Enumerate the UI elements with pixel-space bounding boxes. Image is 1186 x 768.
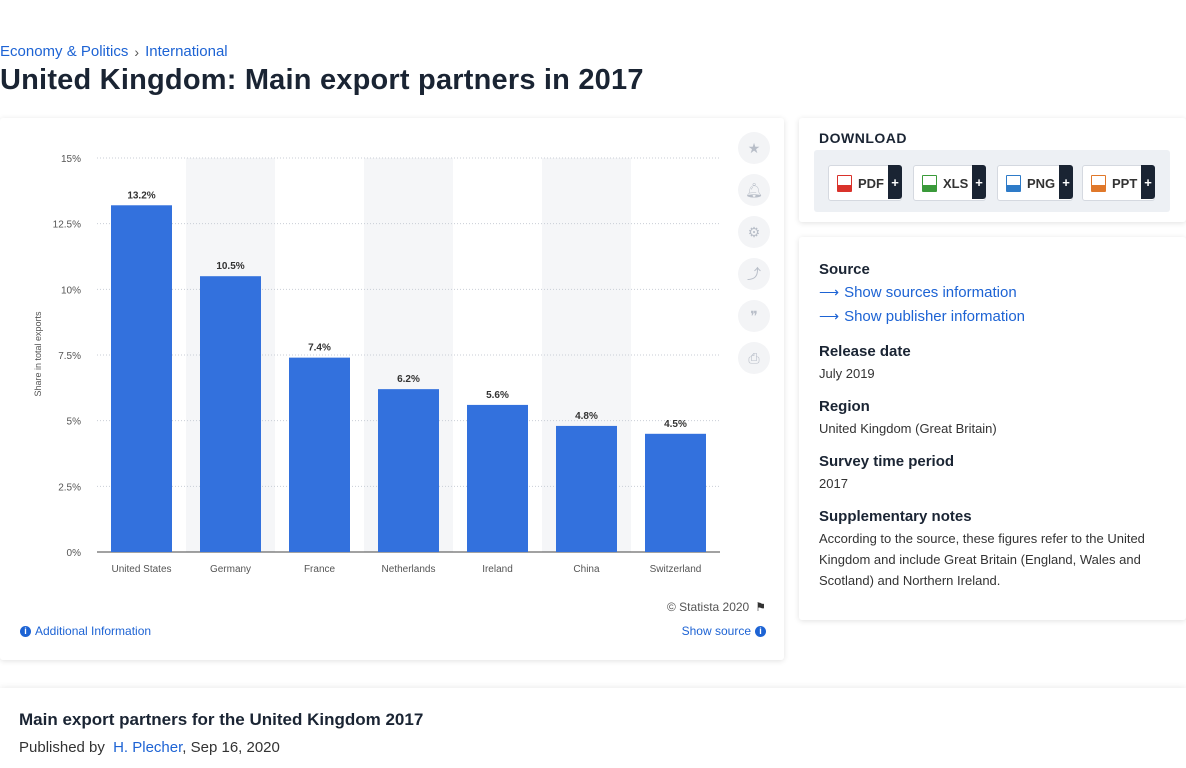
- download-title: DOWNLOAD: [819, 130, 907, 146]
- data-label: 4.8%: [575, 411, 598, 422]
- quote-icon[interactable]: ❞: [738, 300, 770, 332]
- bar: [645, 433, 706, 552]
- publish-date: , Sep 16, 2020: [182, 739, 280, 756]
- supplementary-notes-heading: Supplementary notes: [819, 508, 972, 525]
- copyright-notice: © Statista 2020 ⚑: [667, 600, 766, 614]
- breadcrumb-economy-link[interactable]: Economy & Politics: [0, 43, 129, 60]
- chart-card: 0% 2.5% 5% 7.5% 10% 12.5% 15% 13.2% United State…: [0, 118, 784, 660]
- x-tick-label: Ireland: [482, 564, 513, 575]
- bar: [200, 276, 261, 552]
- data-label: 6.2%: [397, 374, 420, 385]
- y-tick-label: 12.5%: [53, 220, 81, 231]
- print-icon[interactable]: ⎙: [738, 342, 770, 374]
- y-tick-label: 2.5%: [58, 482, 81, 493]
- article-section: Main export partners for the United King…: [0, 688, 1186, 768]
- metadata-panel: Source ⟶ Show sources information ⟶ Show…: [799, 237, 1186, 620]
- download-buttons-row: PDF + XLS + PNG + PPT +: [814, 150, 1170, 212]
- release-date-value: July 2019: [819, 366, 875, 381]
- byline: Published by H. Plecher, Sep 16, 2020: [19, 739, 280, 756]
- share-icon[interactable]: ⤴: [738, 258, 770, 290]
- additional-information-label: Additional Information: [35, 624, 152, 638]
- download-pdf-button[interactable]: PDF +: [828, 165, 902, 201]
- show-sources-label: Show sources information: [844, 284, 1017, 301]
- bar-chart: 0% 2.5% 5% 7.5% 10% 12.5% 15% 13.2% United State…: [33, 154, 720, 575]
- pdf-label: PDF: [858, 175, 884, 191]
- x-tick-label: Netherlands: [382, 564, 436, 575]
- region-heading: Region: [819, 398, 870, 415]
- info-icon: i: [20, 625, 31, 637]
- survey-period-value: 2017: [819, 476, 848, 491]
- y-axis-label: Share in total exports: [33, 311, 43, 397]
- show-sources-link[interactable]: ⟶ Show sources information: [819, 284, 1017, 301]
- y-tick-label: 10%: [61, 285, 81, 296]
- article-heading: Main export partners for the United King…: [19, 710, 424, 729]
- download-png-button[interactable]: PNG +: [997, 165, 1073, 201]
- arrow-right-icon: ⟶: [819, 284, 840, 300]
- show-source-label: Show source: [681, 624, 751, 638]
- breadcrumb-separator: ›: [134, 43, 140, 60]
- additional-information-link[interactable]: i Additional Information: [20, 624, 151, 638]
- show-publisher-link[interactable]: ⟶ Show publisher information: [819, 308, 1025, 325]
- y-tick-label: 5%: [67, 417, 82, 428]
- page-title: United Kingdom: Main export partners in …: [0, 64, 644, 96]
- data-label: 4.5%: [664, 419, 687, 430]
- release-date-heading: Release date: [819, 343, 911, 360]
- data-label: 10.5%: [216, 261, 244, 272]
- show-source-link[interactable]: Show source i: [682, 624, 766, 638]
- source-heading: Source: [819, 261, 870, 278]
- flag-icon[interactable]: ⚑: [755, 600, 766, 614]
- data-label: 7.4%: [308, 343, 331, 354]
- show-publisher-label: Show publisher information: [844, 308, 1026, 325]
- author-link[interactable]: H. Plecher: [113, 739, 183, 756]
- x-tick-label: Germany: [210, 564, 251, 575]
- bar: [289, 357, 350, 552]
- data-label: 5.6%: [486, 390, 509, 401]
- ppt-file-icon: [1091, 174, 1106, 192]
- published-by-label: Published by: [19, 739, 105, 756]
- info-icon: i: [755, 625, 766, 637]
- y-tick-label: 7.5%: [58, 351, 81, 362]
- x-tick-label: United States: [111, 564, 171, 575]
- bar: [467, 404, 528, 552]
- copyright-text: © Statista 2020: [667, 600, 750, 614]
- ppt-plus-icon: +: [1141, 165, 1155, 199]
- xls-plus-icon: +: [972, 165, 986, 199]
- bell-icon[interactable]: 🔔︎: [738, 174, 770, 206]
- x-tick-label: Switzerland: [650, 564, 702, 575]
- x-tick-label: France: [304, 564, 336, 575]
- x-tick-label: China: [573, 564, 600, 575]
- region-value: United Kingdom (Great Britain): [819, 421, 997, 436]
- png-label: PNG: [1027, 175, 1056, 191]
- survey-period-heading: Survey time period: [819, 453, 955, 470]
- png-plus-icon: +: [1059, 165, 1073, 199]
- star-icon[interactable]: ★: [738, 132, 770, 164]
- breadcrumb-international-link[interactable]: International: [145, 43, 228, 60]
- chart-tools: ★ 🔔︎ ⚙ ⤴ ❞ ⎙: [738, 132, 770, 374]
- supplementary-notes-value: According to the source, these figures r…: [819, 531, 1145, 588]
- bar: [111, 205, 172, 552]
- bar: [556, 425, 617, 552]
- pdf-file-icon: [837, 174, 852, 192]
- bar: [378, 389, 439, 552]
- gear-icon[interactable]: ⚙: [738, 216, 770, 248]
- data-label: 13.2%: [127, 190, 155, 201]
- xls-label: XLS: [943, 175, 969, 191]
- y-tick-label: 0%: [67, 548, 82, 559]
- download-xls-button[interactable]: XLS +: [913, 165, 986, 201]
- y-tick-label: 15%: [61, 154, 81, 165]
- pdf-plus-icon: +: [888, 165, 902, 199]
- ppt-label: PPT: [1112, 175, 1138, 191]
- download-panel: DOWNLOAD PDF + XLS + PNG + PPT +: [799, 118, 1186, 222]
- breadcrumb: Economy & Politics › International: [0, 43, 228, 60]
- png-file-icon: [1006, 174, 1021, 192]
- arrow-right-icon: ⟶: [819, 308, 840, 324]
- xls-file-icon: [922, 174, 937, 192]
- download-ppt-button[interactable]: PPT +: [1082, 165, 1155, 201]
